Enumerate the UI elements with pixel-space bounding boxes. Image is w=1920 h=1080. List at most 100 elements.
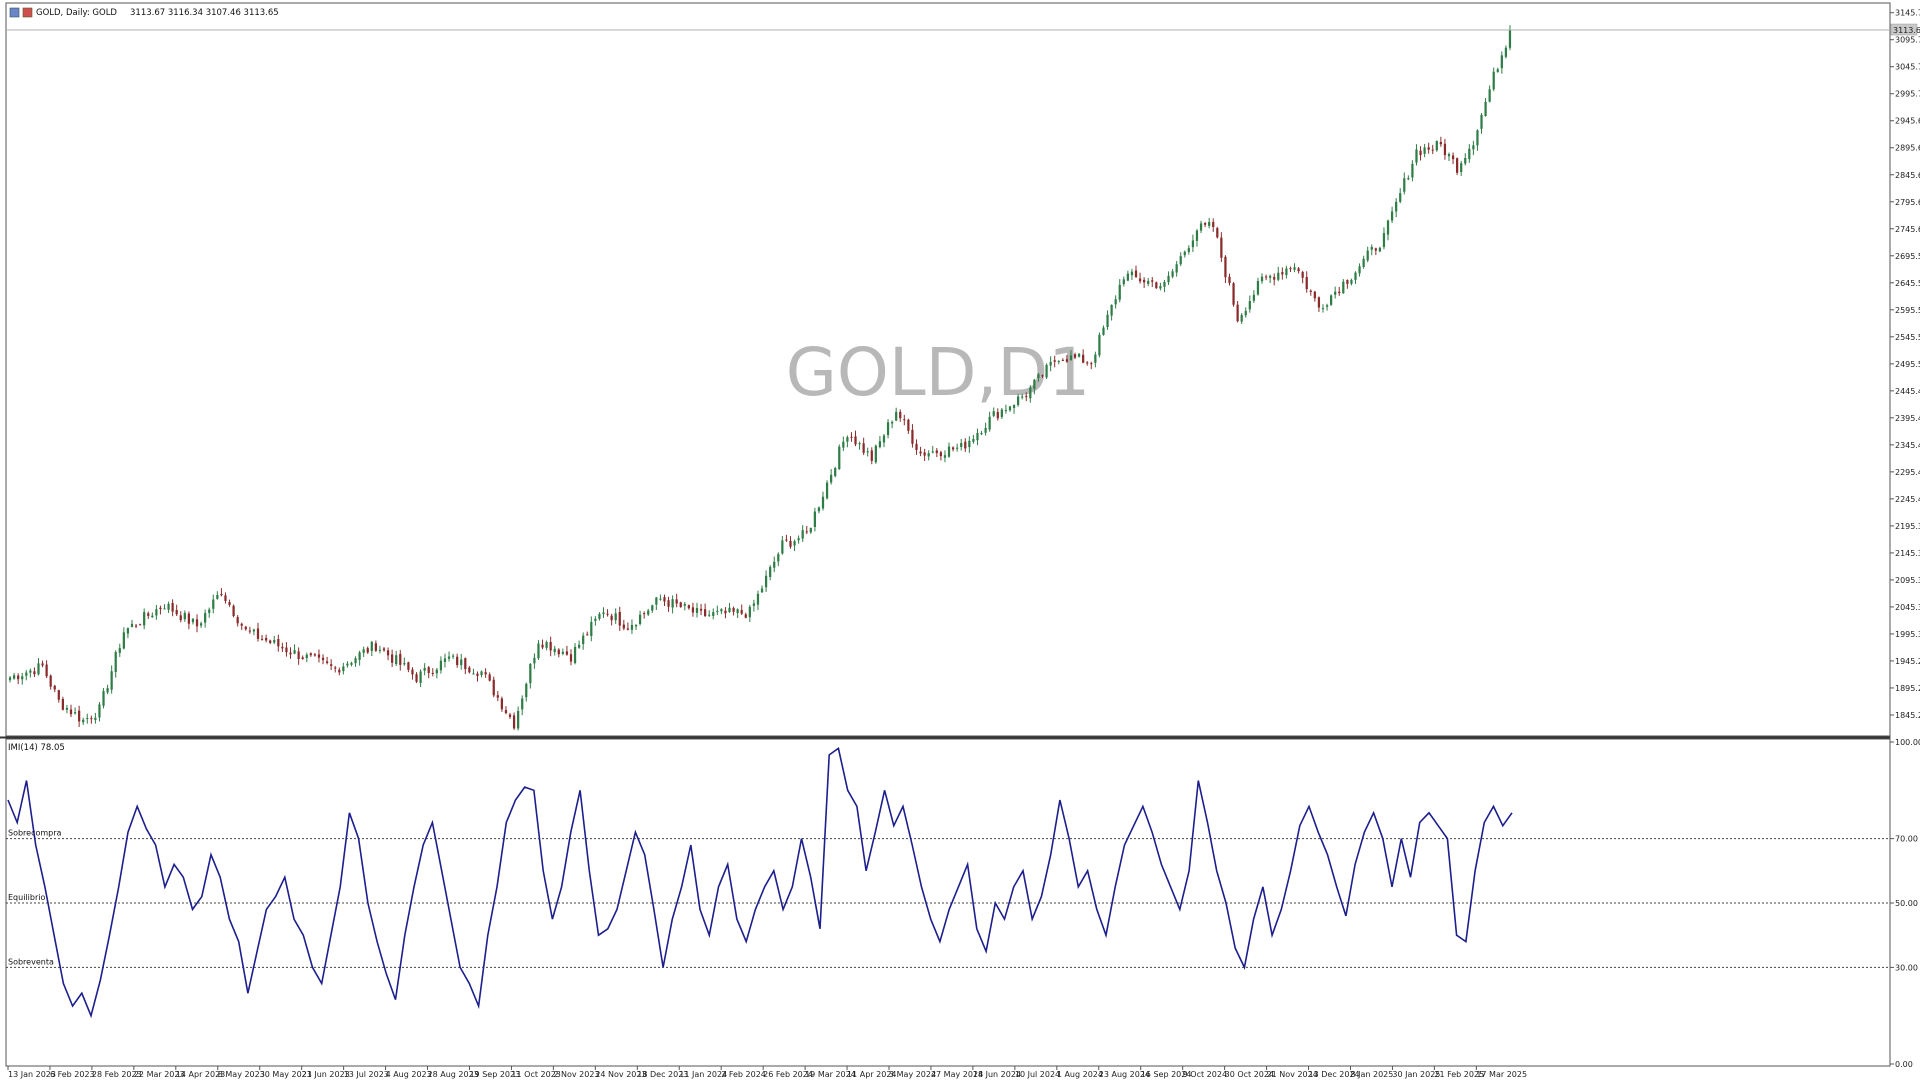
time-tick-label: 21 Nov 2024 — [1267, 1070, 1318, 1079]
candle-body — [1264, 276, 1268, 278]
candle-body — [594, 618, 597, 621]
candle-body — [138, 624, 142, 626]
candle-body — [1435, 140, 1438, 151]
candle-body — [976, 432, 979, 441]
candle-body — [1171, 271, 1174, 277]
candle-body — [1244, 310, 1247, 316]
candle-body — [256, 628, 260, 639]
candle-body — [488, 674, 491, 681]
candle-body — [260, 638, 264, 640]
candle-body — [1354, 272, 1357, 280]
chart-icon[interactable] — [9, 7, 20, 18]
candle-body — [102, 691, 105, 706]
price-tick-label: 2495.50 — [1895, 360, 1920, 369]
candle-body — [1082, 354, 1085, 363]
candle-body — [821, 496, 825, 509]
candle-body — [443, 658, 447, 662]
template-icon[interactable] — [22, 7, 33, 18]
candle-body — [643, 613, 646, 615]
candle-body — [1476, 130, 1479, 146]
candle-body — [8, 677, 12, 681]
candle-body — [789, 540, 792, 547]
candle-body — [1216, 228, 1219, 238]
candle-body — [1179, 256, 1182, 265]
candle-body — [1187, 248, 1190, 252]
candle-body — [73, 712, 77, 714]
candle-body — [431, 672, 434, 674]
candle-body — [785, 539, 788, 541]
candle-body — [1273, 277, 1276, 280]
candle-body — [748, 606, 751, 618]
candle-body — [484, 672, 487, 675]
candle-body — [1110, 304, 1113, 316]
candle-body — [57, 690, 60, 700]
time-tick-label: 13 Dec 2024 — [1309, 1070, 1360, 1079]
candle-body — [512, 715, 516, 729]
candle-body — [1086, 362, 1089, 364]
candle-body — [1114, 299, 1117, 305]
candle-body — [338, 669, 341, 673]
candle-body — [699, 608, 703, 611]
candle-body — [996, 412, 999, 419]
candle-body — [533, 657, 536, 664]
candle-body — [834, 468, 837, 477]
candle-body — [773, 561, 776, 568]
candle-body — [764, 575, 768, 588]
window-icons[interactable] — [9, 7, 33, 18]
candle-body — [224, 595, 227, 601]
candle-body — [118, 648, 121, 653]
candle-body — [817, 507, 821, 512]
candle-body — [1045, 364, 1048, 378]
candle-body — [228, 602, 231, 605]
candle-body — [391, 654, 394, 663]
candle-body — [1488, 89, 1491, 102]
time-tick-label: 9 Oct 2024 — [1183, 1070, 1227, 1079]
time-tick-label: 27 May 2024 — [931, 1070, 983, 1079]
price-tick-label: 2345.44 — [1895, 441, 1920, 450]
candle-body — [1057, 360, 1060, 362]
time-tick-label: 17 Mar 2025 — [1476, 1070, 1527, 1079]
candle-body — [1106, 314, 1109, 328]
time-tick-label: 22 Mar 2023 — [134, 1070, 185, 1079]
candle-body — [886, 422, 890, 436]
candle-body — [968, 440, 971, 448]
price-tick-label: 2995.70 — [1895, 90, 1920, 99]
candle-body — [622, 624, 625, 629]
candle-body — [330, 664, 333, 666]
candle-body — [496, 695, 499, 698]
candle-body — [1460, 163, 1463, 172]
candle-body — [598, 613, 601, 619]
candle-body — [362, 649, 365, 653]
time-tick-label: 24 Nov 2023 — [595, 1070, 646, 1079]
time-tick-label: 21 Jun 2023 — [302, 1070, 350, 1079]
candle-body — [1256, 281, 1260, 295]
candle-body — [1456, 158, 1459, 173]
candle-body — [1342, 281, 1345, 294]
candle-body — [1285, 268, 1288, 276]
candle-body — [1317, 297, 1321, 308]
candle-body — [1329, 295, 1333, 305]
candle-body — [1346, 280, 1349, 284]
candle-body — [435, 669, 438, 674]
candle-body — [960, 443, 963, 447]
candle-body — [1240, 314, 1243, 322]
candle-body — [411, 669, 414, 675]
candle-body — [939, 452, 943, 457]
candle-body — [825, 482, 829, 499]
candle-body — [1203, 223, 1207, 225]
candle-body — [638, 614, 642, 624]
candle-body — [98, 704, 101, 718]
candle-body — [236, 617, 239, 624]
candle-body — [208, 609, 211, 613]
candle-body — [1236, 304, 1239, 322]
candle-body — [728, 607, 731, 612]
candle-body — [126, 628, 130, 634]
candle-body — [1138, 278, 1142, 282]
candle-body — [1277, 272, 1280, 280]
candle-body — [1407, 178, 1410, 180]
candle-body — [1122, 279, 1125, 285]
candle-body — [1220, 237, 1223, 258]
candle-body — [858, 443, 861, 445]
price-tick-label: 2295.42 — [1895, 468, 1920, 477]
